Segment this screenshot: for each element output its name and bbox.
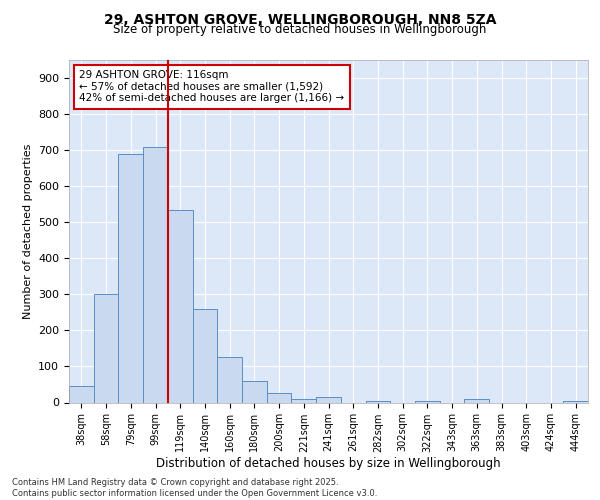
Bar: [563, 400, 588, 402]
Bar: [316, 397, 341, 402]
Bar: [464, 399, 489, 402]
Bar: [168, 210, 193, 402]
Bar: [193, 309, 217, 402]
Bar: [292, 399, 316, 402]
X-axis label: Distribution of detached houses by size in Wellingborough: Distribution of detached houses by size …: [156, 457, 501, 470]
Bar: [143, 146, 168, 402]
Text: 29 ASHTON GROVE: 116sqm
← 57% of detached houses are smaller (1,592)
42% of semi: 29 ASHTON GROVE: 116sqm ← 57% of detache…: [79, 70, 344, 104]
Text: 29, ASHTON GROVE, WELLINGBOROUGH, NN8 5ZA: 29, ASHTON GROVE, WELLINGBOROUGH, NN8 5Z…: [104, 12, 496, 26]
Bar: [415, 400, 440, 402]
Text: Contains HM Land Registry data © Crown copyright and database right 2025.
Contai: Contains HM Land Registry data © Crown c…: [12, 478, 377, 498]
Y-axis label: Number of detached properties: Number of detached properties: [23, 144, 32, 319]
Bar: [365, 400, 390, 402]
Bar: [69, 386, 94, 402]
Bar: [217, 358, 242, 403]
Text: Size of property relative to detached houses in Wellingborough: Size of property relative to detached ho…: [113, 22, 487, 36]
Bar: [267, 394, 292, 402]
Bar: [94, 294, 118, 403]
Bar: [242, 381, 267, 402]
Bar: [118, 154, 143, 402]
